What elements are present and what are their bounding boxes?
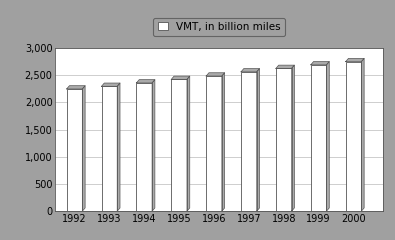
Polygon shape [257,69,260,211]
Polygon shape [187,76,190,211]
Polygon shape [241,69,260,72]
Polygon shape [311,61,329,65]
Polygon shape [327,61,329,211]
Polygon shape [152,80,155,211]
Polygon shape [276,65,294,68]
Bar [206,76,222,211]
Polygon shape [82,86,85,211]
Bar [102,86,117,211]
Bar [311,65,327,211]
Polygon shape [67,86,85,89]
Legend: VMT, in billion miles: VMT, in billion miles [153,18,285,36]
Polygon shape [206,73,225,76]
Polygon shape [346,58,364,62]
Bar [346,62,361,211]
Bar [136,83,152,211]
Polygon shape [171,76,190,79]
Bar [171,79,187,211]
Bar [241,72,257,211]
Polygon shape [292,65,294,211]
Polygon shape [102,83,120,86]
Bar [276,68,292,211]
Polygon shape [222,73,225,211]
Polygon shape [361,58,364,211]
Polygon shape [136,80,155,83]
Bar [67,89,82,211]
Polygon shape [117,83,120,211]
